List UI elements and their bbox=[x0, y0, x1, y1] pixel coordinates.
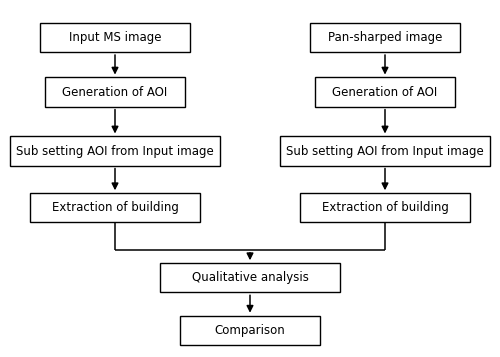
FancyBboxPatch shape bbox=[160, 263, 340, 292]
Text: Qualitative analysis: Qualitative analysis bbox=[192, 271, 308, 284]
Text: Sub setting AOI from Input image: Sub setting AOI from Input image bbox=[286, 145, 484, 157]
FancyBboxPatch shape bbox=[300, 193, 470, 222]
Text: Comparison: Comparison bbox=[214, 324, 286, 337]
Text: Pan-sharped image: Pan-sharped image bbox=[328, 31, 442, 44]
Text: Generation of AOI: Generation of AOI bbox=[332, 86, 438, 99]
FancyBboxPatch shape bbox=[315, 77, 455, 107]
Text: Generation of AOI: Generation of AOI bbox=[62, 86, 168, 99]
FancyBboxPatch shape bbox=[280, 136, 490, 166]
FancyBboxPatch shape bbox=[30, 193, 200, 222]
Text: Input MS image: Input MS image bbox=[69, 31, 161, 44]
Text: Extraction of building: Extraction of building bbox=[52, 201, 178, 214]
Text: Extraction of building: Extraction of building bbox=[322, 201, 448, 214]
FancyBboxPatch shape bbox=[310, 23, 460, 52]
Text: Sub setting AOI from Input image: Sub setting AOI from Input image bbox=[16, 145, 214, 157]
FancyBboxPatch shape bbox=[45, 77, 185, 107]
FancyBboxPatch shape bbox=[10, 136, 220, 166]
FancyBboxPatch shape bbox=[40, 23, 190, 52]
FancyBboxPatch shape bbox=[180, 316, 320, 345]
